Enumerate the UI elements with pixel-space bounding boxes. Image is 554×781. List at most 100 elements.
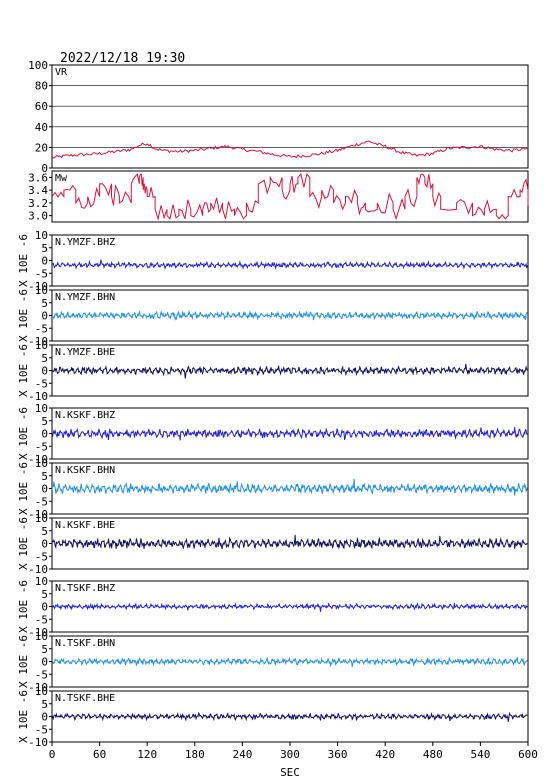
y-tick-label: 3.6: [28, 171, 48, 184]
y-tick-label: 5: [41, 470, 48, 483]
panel-label: N.TSKF.BHN: [55, 638, 115, 649]
x-tick-label: 360: [328, 748, 348, 761]
panel-label: N.YMZF.BHE: [55, 347, 115, 358]
panel-label: N.KSKF.BHN: [55, 465, 115, 476]
x-tick-label: 0: [49, 748, 56, 761]
series-trace-vr: [51, 140, 529, 159]
series-trace-tskf-bhn: [51, 656, 528, 668]
y-tick-label: -5: [35, 322, 48, 335]
series-trace-kskf-bhe: [51, 534, 528, 550]
y-tick-label: 0: [41, 162, 48, 175]
y-axis-unit-label: X 10E -6: [17, 580, 30, 633]
y-tick-label: 5: [41, 698, 48, 711]
y-tick-label: 0: [41, 711, 48, 724]
series-trace-kskf-bhz: [51, 427, 528, 441]
y-tick-label: 0: [41, 483, 48, 496]
x-tick-label: 60: [93, 748, 106, 761]
panel-label: N.KSKF.BHE: [55, 520, 115, 531]
panel-frame: [51, 64, 529, 169]
y-tick-label: -5: [35, 550, 48, 563]
panel-label: VR: [55, 67, 68, 78]
y-tick-label: 20: [35, 141, 48, 154]
y-tick-label: -5: [35, 440, 48, 453]
y-tick-label: 3.2: [28, 197, 48, 210]
datetime-header: 2022/12/18 19:30: [60, 51, 185, 66]
panel-frame: [51, 234, 529, 287]
series-trace-tskf-bhe: [51, 711, 528, 722]
series-trace-ymzf-bhn: [51, 309, 528, 321]
series-trace-kskf-bhn: [51, 478, 528, 496]
y-tick-label: -10: [28, 736, 48, 749]
y-tick-label: 5: [41, 643, 48, 656]
panel-label: N.TSKF.BHE: [55, 693, 115, 704]
y-tick-label: -5: [35, 377, 48, 390]
y-tick-label: 10: [35, 685, 48, 698]
y-tick-label: 10: [35, 339, 48, 352]
y-tick-label: 80: [35, 80, 48, 93]
x-tick-label: 480: [423, 748, 443, 761]
x-axis-label: SEC: [280, 766, 300, 779]
panel-label: Mw: [55, 173, 68, 184]
y-axis-unit-label: X 10E -6: [17, 407, 30, 460]
panel-mw: 3.03.23.43.6 Mw: [28, 170, 529, 223]
series-trace-ymzf-bhe: [51, 363, 528, 379]
y-tick-label: 10: [35, 512, 48, 525]
y-tick-label: 5: [41, 415, 48, 428]
y-tick-label: 0: [41, 601, 48, 614]
y-tick-label: 100: [28, 59, 48, 72]
y-tick-label: -5: [35, 668, 48, 681]
y-tick-label: 10: [35, 457, 48, 470]
x-tick-label: 600: [518, 748, 538, 761]
y-tick-label: 0: [41, 310, 48, 323]
y-tick-label: 10: [35, 229, 48, 242]
y-tick-label: -10: [28, 626, 48, 639]
y-tick-label: 3.0: [28, 210, 48, 223]
y-tick-label: -10: [28, 563, 48, 576]
y-tick-label: 0: [41, 656, 48, 669]
y-tick-label: 5: [41, 242, 48, 255]
y-tick-label: 3.4: [28, 184, 48, 197]
y-tick-label: 10: [35, 630, 48, 643]
x-tick-label: 540: [470, 748, 490, 761]
y-tick-label: 0: [41, 255, 48, 268]
y-axis-unit-label: X 10E -6: [17, 517, 30, 570]
panel-vr: 0 20 40 60 80 100 VR: [28, 59, 529, 175]
y-tick-label: -5: [35, 723, 48, 736]
y-tick-label: 10: [35, 284, 48, 297]
panel-label: N.KSKF.BHZ: [55, 410, 115, 421]
x-tick-label: 240: [232, 748, 252, 761]
panel-label: N.YMZF.BHZ: [55, 237, 115, 248]
x-tick-label: 120: [137, 748, 157, 761]
y-axis-unit-label: X 10E -6: [17, 289, 30, 342]
y-tick-label: -10: [28, 508, 48, 521]
y-tick-label: 5: [41, 588, 48, 601]
x-tick-label: 180: [185, 748, 205, 761]
y-axis-unit-label: X 10E -6: [17, 635, 30, 688]
y-tick-label: -10: [28, 335, 48, 348]
y-tick-label: -5: [35, 613, 48, 626]
y-tick-label: 0: [41, 365, 48, 378]
panel-label: N.YMZF.BHN: [55, 292, 115, 303]
x-tick-label: 420: [375, 748, 395, 761]
y-tick-label: 0: [41, 428, 48, 441]
series-trace-tskf-bhz: [51, 602, 528, 612]
y-tick-label: 5: [41, 525, 48, 538]
y-tick-label: 5: [41, 297, 48, 310]
x-tick-label: 300: [280, 748, 300, 761]
y-tick-label: -5: [35, 495, 48, 508]
y-axis-unit-label: X 10E -6: [17, 344, 30, 397]
series-trace-ymzf-bhz: [51, 259, 528, 270]
y-axis-unit-label: X 10E -6: [17, 690, 30, 743]
y-tick-label: -10: [28, 390, 48, 403]
y-tick-label: 40: [35, 121, 48, 134]
